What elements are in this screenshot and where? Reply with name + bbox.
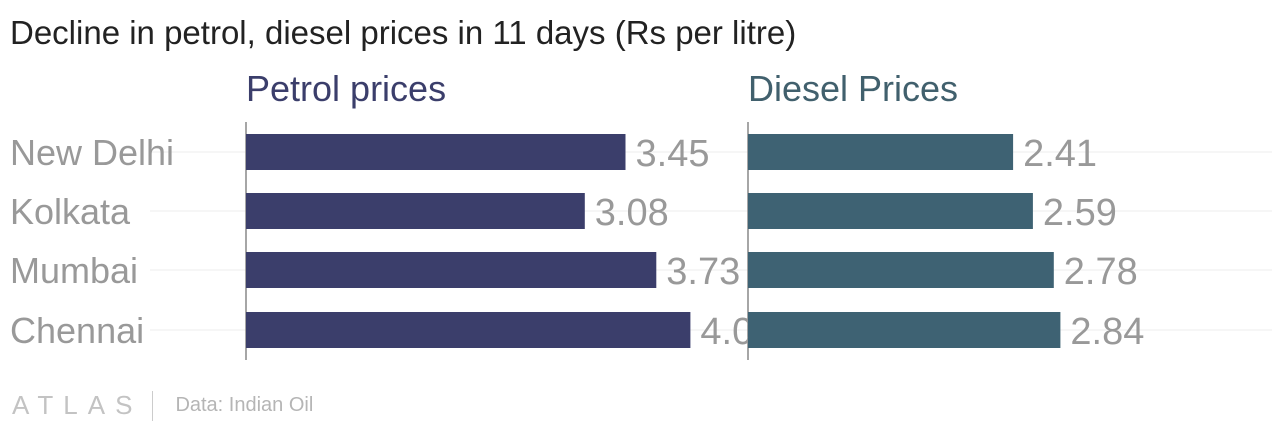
value-label: 3.08 xyxy=(595,192,669,234)
bar xyxy=(246,193,585,229)
bar xyxy=(246,312,691,348)
footer-separator xyxy=(152,390,154,421)
chart-title: Decline in petrol, diesel prices in 11 d… xyxy=(10,14,797,51)
bar xyxy=(246,134,626,170)
value-label: 3.73 xyxy=(666,251,740,293)
value-label: 2.78 xyxy=(1064,251,1138,293)
category-label: New Delhi xyxy=(10,132,174,173)
bar xyxy=(748,252,1054,288)
value-label: 2.84 xyxy=(1070,311,1144,353)
category-label: Chennai xyxy=(10,310,144,351)
atlas-logo-text: ATLAS xyxy=(12,390,143,420)
category-label: Mumbai xyxy=(10,250,138,291)
bar xyxy=(748,312,1061,348)
value-label: 2.41 xyxy=(1023,133,1097,175)
value-label: 3.45 xyxy=(636,133,710,175)
panel-title-petrol: Petrol prices xyxy=(246,68,447,109)
panel-title-diesel: Diesel Prices xyxy=(748,68,959,109)
category-label: Kolkata xyxy=(10,191,131,232)
value-label: 2.59 xyxy=(1043,192,1117,234)
bar xyxy=(748,134,1014,170)
data-source: Data: Indian Oil xyxy=(175,394,314,416)
atlas-logo: ATLAS xyxy=(12,390,142,421)
bar xyxy=(748,193,1033,229)
footer: ATLAS Data: Indian Oil xyxy=(12,390,313,421)
bar xyxy=(246,252,657,288)
